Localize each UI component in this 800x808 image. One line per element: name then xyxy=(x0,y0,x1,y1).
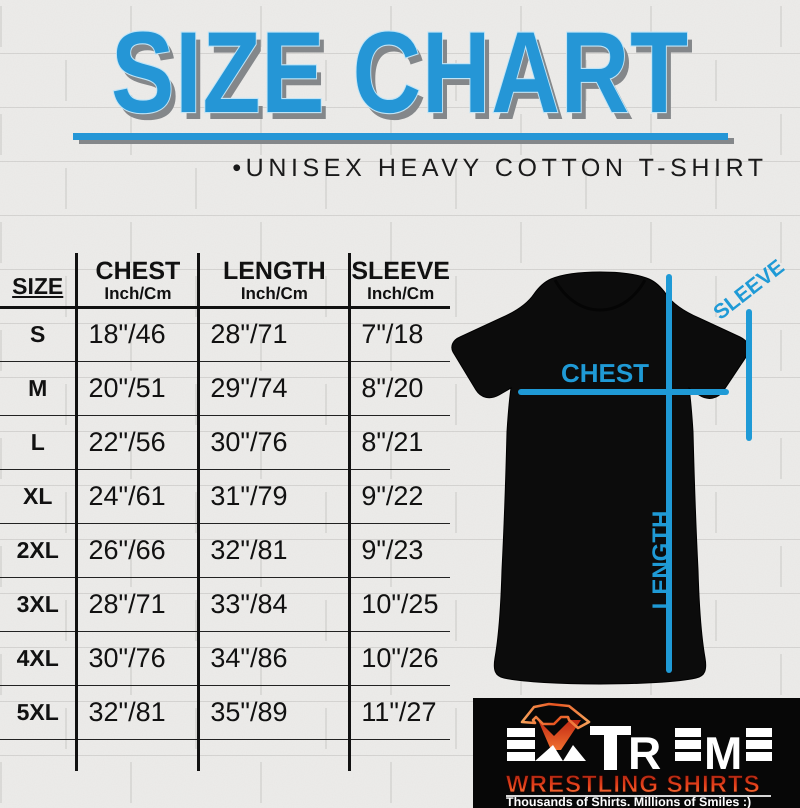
svg-text:LENGTH: LENGTH xyxy=(648,511,675,610)
svg-text:CHEST: CHEST xyxy=(561,358,649,388)
svg-text:WRESTLING SHIRTS: WRESTLING SHIRTS xyxy=(506,771,761,798)
svg-text:Thousands of Shirts. Millions: Thousands of Shirts. Millions of Smiles … xyxy=(506,795,751,808)
